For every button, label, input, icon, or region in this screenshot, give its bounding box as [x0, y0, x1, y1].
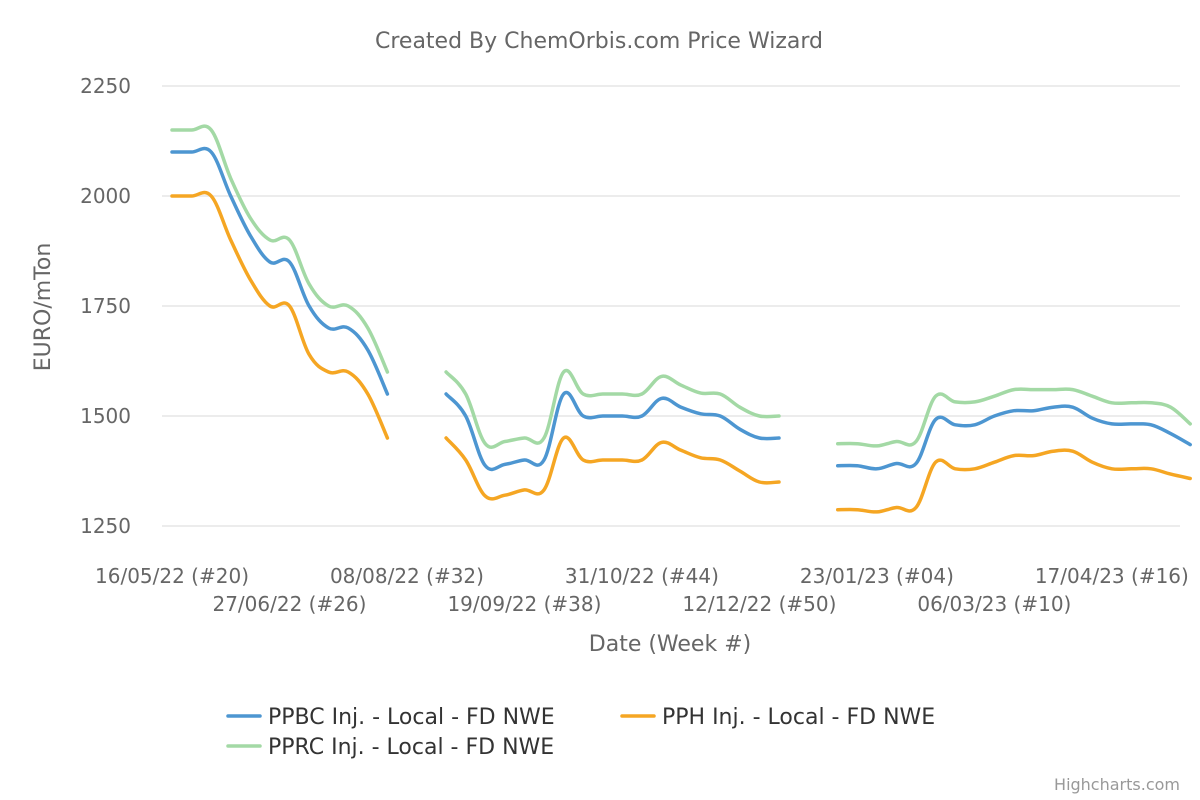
legend: PPBC Inj. - Local - FD NWE PPH Inj. - Loc… — [226, 705, 935, 760]
credit-text[interactable]: Highcharts.com — [1054, 775, 1180, 794]
y-tick-label: 2250 — [80, 74, 131, 98]
legend-label: PPBC Inj. - Local - FD NWE — [268, 705, 555, 730]
legend-label: PPRC Inj. - Local - FD NWE — [268, 735, 554, 760]
x-tick-label: 06/03/23 (#10) — [917, 592, 1071, 616]
x-tick-label: 08/08/22 (#32) — [330, 564, 484, 588]
series-line-segment[interactable] — [835, 387, 1192, 448]
series-3[interactable] — [170, 124, 1192, 449]
x-axis-ticks: 16/05/22 (#20) 27/06/22 (#26) 08/08/22 (#3… — [95, 564, 1189, 616]
x-tick-label: 31/10/22 (#44) — [565, 564, 719, 588]
series-1[interactable] — [170, 146, 1192, 472]
x-tick-label: 23/01/23 (#04) — [800, 564, 954, 588]
series-line-segment[interactable] — [835, 404, 1192, 471]
x-axis-title: Date (Week #) — [589, 632, 751, 657]
y-tick-label: 1750 — [80, 294, 131, 318]
series-line-segment[interactable] — [444, 390, 781, 472]
series-line-segment[interactable] — [170, 190, 390, 440]
x-tick-label: 27/06/22 (#26) — [212, 592, 366, 616]
x-tick-label: 16/05/22 (#20) — [95, 564, 249, 588]
y-tick-label: 1500 — [80, 404, 131, 428]
series-2[interactable] — [170, 190, 1192, 514]
y-axis-ticks: 1250 1500 1750 2000 2250 — [80, 74, 131, 538]
series-line-segment[interactable] — [170, 146, 390, 396]
x-tick-label: 19/09/22 (#38) — [447, 592, 601, 616]
series-lines — [170, 124, 1192, 514]
y-tick-label: 2000 — [80, 184, 131, 208]
x-tick-label: 12/12/22 (#50) — [682, 592, 836, 616]
grid-lines — [162, 85, 1180, 527]
legend-item[interactable]: PPH Inj. - Local - FD NWE — [620, 705, 935, 730]
series-line-segment[interactable] — [444, 368, 781, 449]
legend-label: PPH Inj. - Local - FD NWE — [662, 705, 935, 730]
legend-item[interactable]: PPBC Inj. - Local - FD NWE — [226, 705, 555, 730]
y-tick-label: 1250 — [80, 514, 131, 538]
legend-item[interactable]: PPRC Inj. - Local - FD NWE — [226, 735, 554, 760]
x-tick-label: 17/04/23 (#16) — [1035, 564, 1189, 588]
series-line-segment[interactable] — [170, 124, 390, 374]
y-axis-title: EURO/mTon — [31, 243, 56, 372]
series-line-segment[interactable] — [444, 435, 781, 501]
series-line-segment[interactable] — [835, 448, 1192, 514]
chart-title: Created By ChemOrbis.com Price Wizard — [375, 29, 823, 54]
